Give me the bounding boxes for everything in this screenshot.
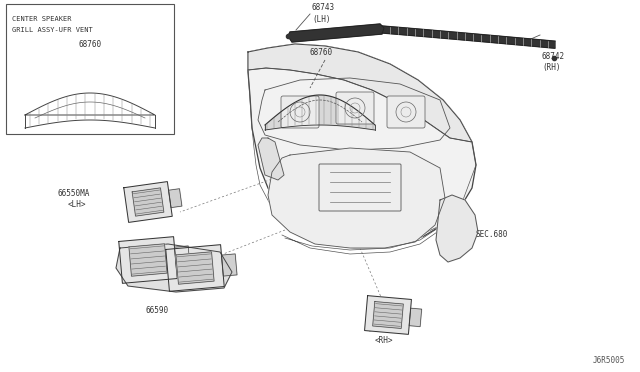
Polygon shape [124, 182, 172, 222]
Polygon shape [382, 26, 555, 48]
Text: 66550MA: 66550MA [58, 189, 90, 198]
Polygon shape [268, 148, 445, 248]
Polygon shape [25, 93, 155, 128]
Text: GRILL ASSY-UFR VENT: GRILL ASSY-UFR VENT [12, 27, 93, 33]
Text: (RH): (RH) [542, 63, 561, 72]
Polygon shape [221, 254, 237, 276]
FancyBboxPatch shape [336, 92, 374, 124]
Text: (LH): (LH) [312, 15, 330, 24]
Polygon shape [265, 95, 375, 130]
FancyBboxPatch shape [281, 96, 319, 128]
Polygon shape [116, 244, 232, 292]
Polygon shape [119, 237, 177, 283]
Polygon shape [248, 44, 476, 248]
Text: <LH>: <LH> [68, 200, 86, 209]
Polygon shape [365, 296, 412, 334]
Polygon shape [248, 44, 472, 142]
Text: 68760: 68760 [79, 40, 102, 49]
Text: <RH>: <RH> [375, 336, 394, 345]
Text: 66590: 66590 [145, 306, 168, 315]
Polygon shape [288, 24, 384, 42]
Text: CENTER SPEAKER: CENTER SPEAKER [12, 16, 72, 22]
Text: J6R5005: J6R5005 [593, 356, 625, 365]
Bar [6, 4, 174, 134]
Polygon shape [168, 189, 182, 208]
Text: 68742: 68742 [542, 52, 565, 61]
Text: 68760: 68760 [310, 48, 333, 57]
FancyBboxPatch shape [387, 96, 425, 128]
Polygon shape [176, 252, 214, 284]
Polygon shape [372, 302, 403, 328]
Polygon shape [436, 195, 478, 262]
Text: 68743: 68743 [312, 3, 335, 12]
Polygon shape [129, 244, 167, 276]
Polygon shape [166, 245, 224, 291]
Polygon shape [175, 246, 190, 268]
Polygon shape [409, 308, 422, 327]
Text: SEC.680: SEC.680 [475, 230, 508, 238]
Text: 66550M: 66550M [368, 325, 396, 334]
Polygon shape [132, 188, 164, 216]
Polygon shape [258, 138, 284, 180]
